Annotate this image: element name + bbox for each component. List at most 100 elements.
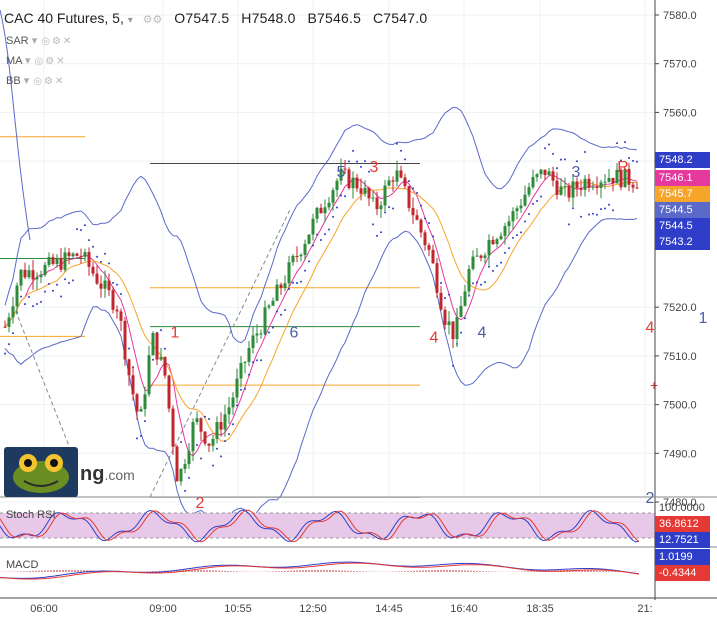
sar-dot bbox=[228, 433, 230, 436]
candle-body bbox=[507, 221, 511, 227]
sar-dot bbox=[624, 141, 626, 144]
sar-dot bbox=[520, 231, 522, 234]
candle-body bbox=[299, 254, 303, 257]
sar-dot bbox=[536, 199, 538, 202]
sar-dot bbox=[568, 223, 570, 226]
header-dropdown-icon[interactable]: ▾ bbox=[127, 15, 133, 26]
candle-body bbox=[551, 171, 555, 181]
sar-dot bbox=[352, 149, 354, 152]
chevron-down-icon[interactable]: ▾ bbox=[23, 75, 30, 87]
sar-dot bbox=[12, 332, 14, 335]
candle-body bbox=[539, 169, 543, 175]
sar-dot bbox=[484, 281, 486, 284]
candle-body bbox=[431, 249, 435, 264]
candle-body bbox=[339, 168, 343, 181]
sar-dot bbox=[8, 343, 10, 346]
indicator-controls-icon[interactable]: ◎⚙✕ bbox=[41, 36, 74, 47]
sar-dot bbox=[40, 300, 42, 303]
indicator-bb[interactable]: BB ▾ ◎⚙✕ bbox=[6, 74, 65, 87]
candle-body bbox=[31, 270, 35, 280]
sar-dot bbox=[440, 281, 442, 284]
sar-dot bbox=[72, 279, 74, 282]
sar-dot bbox=[376, 234, 378, 237]
bollinger-bands bbox=[0, 9, 638, 522]
candle-body bbox=[207, 443, 211, 446]
candle-body bbox=[351, 177, 355, 189]
header-settings-icons[interactable]: ⚙⚙ bbox=[142, 14, 163, 26]
stoch-rsi-label[interactable]: Stoch RSI bbox=[6, 509, 56, 521]
candle-body bbox=[459, 305, 463, 318]
sar-dot bbox=[540, 195, 542, 198]
wave-label: 3 bbox=[572, 164, 581, 181]
candle-body bbox=[399, 170, 403, 178]
indicator-ma[interactable]: MA ▾ ◎⚙✕ bbox=[6, 54, 67, 67]
sar-dot bbox=[112, 281, 114, 284]
chevron-down-icon[interactable]: ▾ bbox=[31, 35, 38, 47]
sar-dot bbox=[324, 233, 326, 236]
candle-body bbox=[479, 255, 483, 258]
sar-dot bbox=[204, 415, 206, 418]
indicator-controls-icon[interactable]: ◎⚙✕ bbox=[34, 56, 67, 67]
sar-dot bbox=[232, 423, 234, 426]
candle-body bbox=[27, 270, 31, 278]
indicator-sar[interactable]: SAR ▾ ◎⚙✕ bbox=[6, 34, 73, 47]
symbol-title[interactable]: CAC 40 Futures, 5, bbox=[4, 10, 124, 26]
sar-dot bbox=[48, 282, 50, 285]
sar-dot bbox=[108, 262, 110, 265]
sar-dot bbox=[516, 234, 518, 237]
candle-body bbox=[223, 414, 227, 430]
candle-body bbox=[591, 186, 595, 188]
sar-dot bbox=[248, 373, 250, 376]
sar-dot bbox=[144, 420, 146, 423]
candle-body bbox=[119, 311, 123, 321]
sar-dot bbox=[60, 295, 62, 298]
sar-dot bbox=[188, 476, 190, 479]
trend-line-dashed bbox=[17, 316, 71, 449]
sar-dot bbox=[292, 281, 294, 284]
candle-body bbox=[499, 235, 503, 240]
candle-body bbox=[195, 418, 199, 423]
candle-body bbox=[139, 409, 143, 412]
candle-body bbox=[531, 177, 535, 188]
sar-dot bbox=[588, 213, 590, 216]
sar-dot bbox=[200, 457, 202, 460]
sar-dot bbox=[164, 347, 166, 350]
candle-body bbox=[63, 252, 67, 270]
indicator-value-label: 12.7521 bbox=[655, 532, 710, 548]
sar-dot bbox=[524, 220, 526, 223]
sar-dot bbox=[272, 326, 274, 329]
candle-body bbox=[547, 171, 551, 176]
chevron-down-icon[interactable]: ▾ bbox=[24, 55, 31, 67]
wave-label: 4 bbox=[646, 320, 655, 337]
sar-dot bbox=[296, 282, 298, 285]
sar-dot bbox=[196, 444, 198, 447]
wave-label: 6 bbox=[290, 325, 299, 342]
candle-body bbox=[343, 168, 347, 170]
sar-dot bbox=[544, 147, 546, 150]
candle-body bbox=[203, 431, 207, 444]
candle-body bbox=[135, 394, 139, 412]
sar-dot bbox=[240, 388, 242, 391]
sar-dot bbox=[532, 202, 534, 205]
sar-dot bbox=[152, 358, 154, 361]
sar-dot bbox=[372, 223, 374, 226]
candle-body bbox=[55, 257, 59, 264]
macd-label[interactable]: MACD bbox=[6, 559, 39, 571]
price-label: 7543.2 bbox=[655, 234, 710, 250]
candle-body bbox=[39, 275, 43, 278]
candle-body bbox=[447, 321, 451, 325]
candle-body bbox=[159, 356, 163, 360]
candle-body bbox=[127, 359, 131, 376]
candle-body bbox=[471, 256, 475, 270]
sar-dot bbox=[64, 278, 66, 281]
candle-body bbox=[503, 226, 507, 236]
macd-pane bbox=[0, 561, 640, 580]
sar-dot bbox=[260, 359, 262, 362]
stoch-rsi-band bbox=[0, 513, 655, 538]
sar-dot bbox=[616, 142, 618, 145]
indicator-controls-icon[interactable]: ◎⚙✕ bbox=[33, 76, 66, 87]
sar-dot bbox=[136, 437, 138, 440]
sar-dot bbox=[400, 149, 402, 152]
bb-upper-band bbox=[0, 9, 31, 241]
